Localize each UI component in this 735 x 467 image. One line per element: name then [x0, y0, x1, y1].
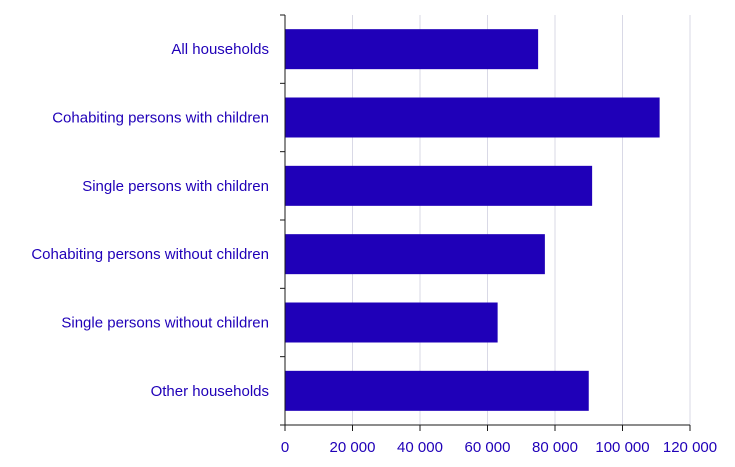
x-axis: 0 20 000 40 000 60 000 80 000 100 000 120 000 [281, 424, 717, 456]
bar [285, 165, 593, 206]
bar [285, 97, 660, 138]
bar [285, 29, 539, 70]
gridlines [352, 15, 691, 425]
category-label: All households [171, 41, 269, 58]
x-tick-label: 60 000 [465, 439, 511, 456]
category-label: Other households [151, 383, 269, 400]
bar [285, 370, 589, 411]
x-tick-label: 0 [281, 439, 289, 456]
category-label: Single persons with children [82, 178, 269, 195]
category-label: Cohabiting persons with children [52, 110, 269, 127]
x-tick-label: 100 000 [595, 439, 649, 456]
bar [285, 234, 545, 275]
category-label: Cohabiting persons without children [31, 246, 269, 263]
x-tick-label: 80 000 [532, 439, 578, 456]
x-tick-label: 40 000 [397, 439, 443, 456]
bars [285, 29, 660, 411]
x-tick-label: 20 000 [330, 439, 376, 456]
y-axis: All households Cohabiting persons with ch… [31, 14, 286, 426]
bar [285, 302, 498, 343]
x-tick-label: 120 000 [663, 439, 717, 456]
category-label: Single persons without children [61, 315, 269, 332]
